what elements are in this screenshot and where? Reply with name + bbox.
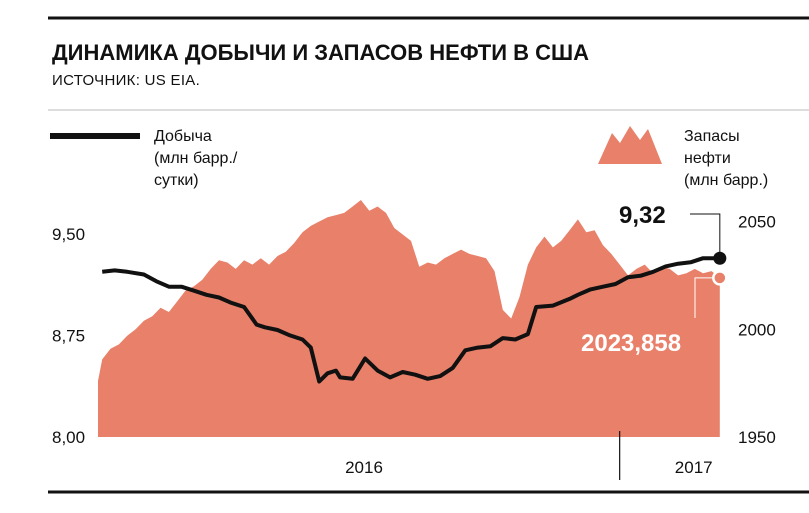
year-label-1: 2017 (675, 458, 713, 477)
series-reserves-area (98, 200, 720, 437)
axes: 8,00 8,75 9,50 1950 2000 2050 2016 2017 (52, 213, 776, 477)
year-label-0: 2016 (345, 458, 383, 477)
series-production-line (101, 256, 720, 384)
left-tick-label-1: 8,75 (52, 326, 85, 345)
production-end-marker (713, 251, 727, 265)
legend-reserves-label: Запасы нефти (млн барр.) (684, 128, 768, 189)
legend-production-line-2: (млн барр./ (154, 150, 238, 167)
left-tick-label-2: 9,50 (52, 225, 85, 244)
annotations: 9,32 2023,858 (581, 202, 728, 357)
reserves-callout-leader (694, 277, 720, 318)
legend-production-line-3: сутки) (154, 172, 199, 189)
reserves-end-value: 2023,858 (581, 330, 681, 357)
chart-title: ДИНАМИКА ДОБЫЧИ И ЗАПАСОВ НЕФТИ В США (52, 40, 589, 65)
legend-reserves-line-1: Запасы (684, 128, 740, 145)
legend-reserves-line-2: нефти (684, 150, 731, 167)
left-tick-label-0: 8,00 (52, 428, 85, 447)
reserves-end-marker (712, 270, 728, 286)
legend-production-line-1: Добыча (154, 128, 212, 145)
legend-reserves-line-3: (млн барр.) (684, 172, 768, 189)
legend-production-label: Добыча (млн барр./ сутки) (154, 128, 242, 189)
right-tick-label-0: 1950 (738, 428, 776, 447)
right-tick-label-1: 2000 (738, 320, 776, 339)
legend-reserves-swatch (598, 126, 662, 164)
right-tick-label-2: 2050 (738, 213, 776, 232)
chart-subtitle: ИСТОЧНИК: US EIA. (52, 72, 200, 89)
production-callout-leader (690, 213, 721, 255)
plot-area (98, 200, 720, 480)
production-end-value: 9,32 (619, 202, 666, 229)
